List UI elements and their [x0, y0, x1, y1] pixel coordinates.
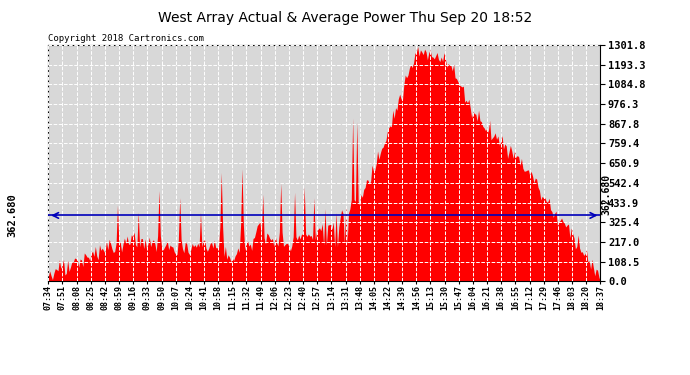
Text: Copyright 2018 Cartronics.com: Copyright 2018 Cartronics.com — [48, 34, 204, 43]
Text: 362.680: 362.680 — [8, 194, 17, 237]
Text: West Array Actual & Average Power Thu Sep 20 18:52: West Array Actual & Average Power Thu Se… — [158, 11, 532, 25]
Text: 362.680: 362.680 — [602, 174, 611, 215]
